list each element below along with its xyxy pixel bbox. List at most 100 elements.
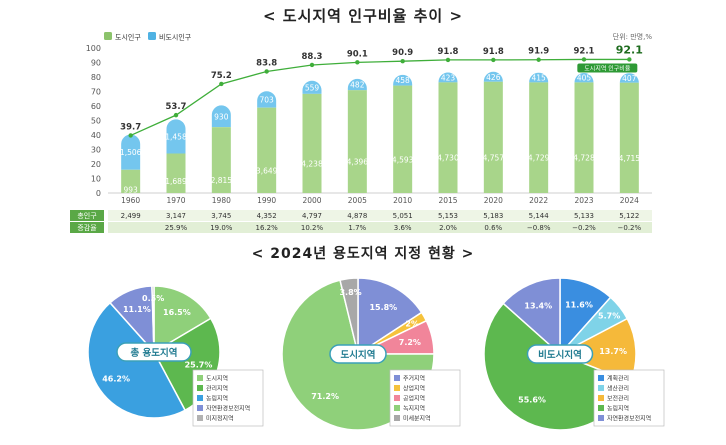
ratio-point [355, 60, 360, 65]
bar-urban-label: 4,396 [347, 158, 369, 167]
pie-legend-label: 미지정지역 [206, 415, 234, 423]
pie-slice [153, 285, 212, 354]
table-cell: 5,183 [483, 212, 503, 220]
pie-legend-swatch [394, 385, 400, 391]
ratio-point [627, 57, 632, 62]
ratio-point [581, 57, 587, 62]
y-tick-label: 10 [91, 175, 101, 184]
bar-nonurban [166, 119, 186, 154]
bar-urban-label: 1,689 [165, 177, 187, 186]
table-cell: 10.2% [301, 224, 324, 232]
land-use-pies: 16.5%25.7%46.2%11.1%0.5%총 용도지역도시지역관리지역농림… [87, 277, 665, 431]
pie-legend-swatch [598, 395, 604, 401]
bar-nonurban [438, 72, 458, 83]
ratio-label: 90.1 [347, 49, 368, 59]
y-tick-label: 0 [96, 189, 101, 198]
bar-nonurban [529, 72, 549, 83]
pie-slice-label: 11.1% [123, 305, 151, 314]
bar-urban [619, 82, 639, 193]
bar-urban-label: 4,729 [528, 154, 550, 163]
pie-slice-label: 55.6% [518, 395, 546, 404]
pie-center-label: 도시지역 [341, 349, 376, 361]
table-cell: 5,153 [438, 212, 458, 220]
x-tick-label: 2024 [620, 196, 639, 205]
pie-center-pill [116, 342, 192, 362]
pie-legend-label: 농림지역 [206, 395, 228, 403]
ratio-label: 92.1 [616, 43, 643, 56]
bar-urban [211, 127, 231, 193]
bar-urban-label: 4,593 [392, 155, 414, 164]
table-cell: 5,144 [529, 212, 550, 220]
table-cell: 5,133 [574, 212, 594, 220]
pie-slice-label: 0.5% [142, 294, 164, 303]
ratio-label: 53.7 [166, 102, 187, 112]
bar-nonurban [347, 78, 367, 91]
bar-urban-label: 4,757 [483, 153, 505, 162]
section-title: < 2024년 용도지역 지정 현황 > [251, 246, 475, 262]
pie-slice-label: 25.7% [185, 360, 213, 369]
ratio-point [309, 62, 315, 68]
table-cell: 5,122 [619, 212, 639, 220]
bar-urban-label: 2,815 [211, 176, 233, 185]
ratio-label: 90.9 [392, 48, 413, 58]
pie-slice-label: 13.7% [599, 347, 627, 356]
pie-slice-label: 71.2% [311, 392, 339, 401]
pie-legend-label: 보전관리 [607, 395, 629, 403]
x-tick-label: 1980 [212, 196, 231, 205]
pie-legend-swatch [197, 405, 203, 411]
pie-center-pill [329, 344, 387, 364]
ratio-label: 91.8 [483, 47, 504, 57]
bar-nonurban [574, 72, 594, 83]
bar-urban [347, 90, 367, 193]
bar-urban-label: 4,715 [619, 154, 641, 163]
ratio-label: 75.2 [211, 71, 232, 81]
pie-legend-swatch [394, 415, 400, 421]
pie-legend-swatch [598, 375, 604, 381]
bar-urban-label: 3,649 [256, 166, 278, 175]
table-cell: 4,878 [347, 212, 367, 220]
table-cell: 16.2% [256, 224, 279, 232]
bar-urban [574, 82, 594, 193]
table-label: 증감율 [77, 224, 97, 232]
pie-center-label: 총 용도지역 [130, 347, 177, 359]
table-label: 총인구 [77, 211, 97, 220]
pie-legend-swatch [394, 405, 400, 411]
ratio-point [128, 133, 133, 138]
bar-urban [257, 107, 277, 193]
table-row [108, 222, 652, 233]
pie-legend-label: 공업지역 [403, 395, 425, 403]
x-tick-label: 2015 [438, 196, 457, 205]
pie-legend-swatch [598, 415, 604, 421]
table-cell: 2,499 [121, 212, 141, 220]
table-cell: 2.0% [439, 224, 457, 232]
y-tick-label: 90 [91, 59, 101, 68]
pie-legend-box [389, 369, 461, 427]
pie-slice [502, 277, 561, 356]
bar-nonurban [121, 134, 141, 170]
pie-legend-label: 자연환경보전지역 [607, 415, 651, 423]
table-cell: −0.8% [527, 224, 551, 232]
x-tick-label: 1960 [121, 196, 140, 205]
bar-urban-label: 4,238 [301, 159, 323, 168]
pie-slice-label: 11.6% [565, 300, 593, 309]
pie-slice-label: 7.2% [399, 338, 421, 347]
ratio-tag-label: 도시지역 인구비율 [584, 64, 631, 72]
pie-legend-swatch [394, 395, 400, 401]
bar-nonurban [619, 73, 639, 83]
bar-nonurban-label: 407 [622, 74, 637, 83]
bar-nonurban-label: 405 [577, 74, 592, 83]
pie-legend-label: 주거지역 [403, 375, 425, 383]
y-tick-label: 100 [86, 44, 101, 53]
chart-title: < 도시지역 인구비율 추이 > [262, 7, 464, 25]
pie-legend-swatch [598, 385, 604, 391]
ratio-point [445, 57, 451, 63]
pie-center-label: 비도시지역 [538, 349, 582, 361]
pie-legend-label: 상업지역 [403, 385, 425, 393]
table-cell: 5,051 [393, 212, 413, 220]
bar-nonurban [211, 105, 231, 128]
population-chart: 도시인구 비도시인구 단위: 만명,% 0 10 20 30 40 50 60 70 80 90 100 9… [70, 32, 652, 233]
bar-urban [302, 93, 322, 193]
table-cell: 1.7% [348, 224, 366, 232]
bar-urban [483, 81, 503, 193]
y-tick-label: 20 [91, 160, 101, 169]
